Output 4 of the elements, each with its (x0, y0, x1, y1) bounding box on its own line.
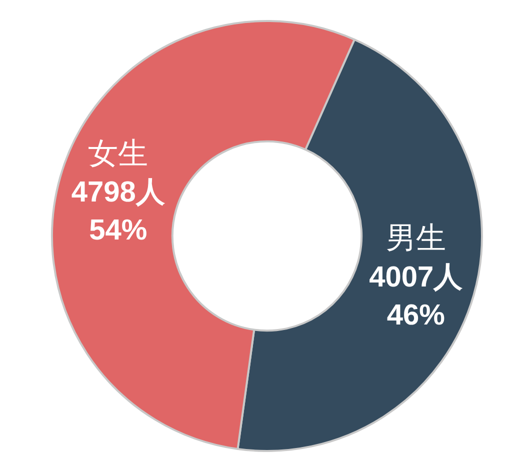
slice-label: 女生 (88, 136, 148, 172)
slice-label: 男生 (386, 221, 446, 256)
data-label: 4007人 46% (369, 261, 464, 332)
data-label: 4798人 54% (71, 176, 166, 247)
